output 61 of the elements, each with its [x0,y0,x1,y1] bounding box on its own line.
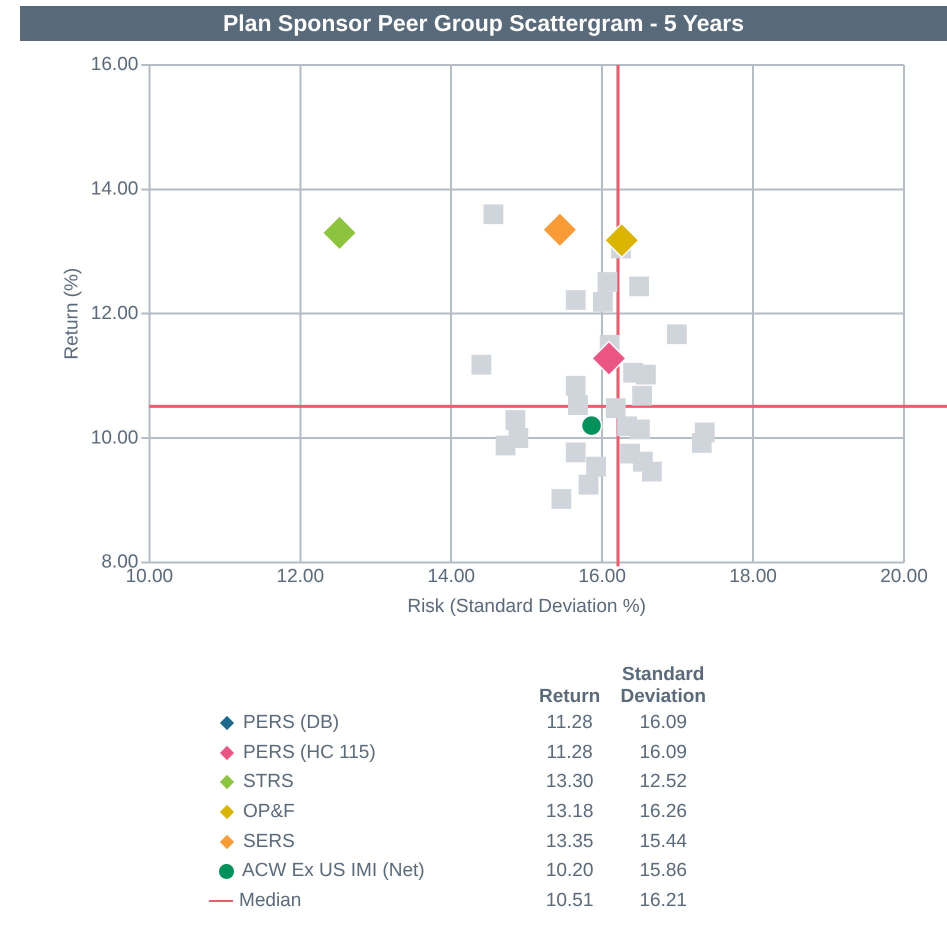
text: Return [538,685,602,708]
text: 15.86 [638,859,688,884]
legend-label: OP&F [242,800,296,824]
point [606,398,626,418]
point [598,272,618,292]
point [566,290,586,310]
point [484,204,504,224]
text: 16.21 [638,888,688,913]
x-tick-label: 20.00 [880,566,928,588]
y-tick-label: 14.00 [90,178,138,200]
text: 16.26 [638,800,688,824]
point [496,436,516,456]
point [591,340,627,376]
text: 16.09 [638,710,688,735]
y-axis-title: Return (%) [62,268,83,360]
legend-label: ACW Ex US IMI (Net) [241,859,426,884]
point [322,215,358,251]
point [642,462,662,482]
point [604,222,640,258]
point [542,212,578,248]
text: 13.18 [544,800,594,824]
text: 10.51 [544,888,594,913]
x-tick-label: 14.00 [427,566,475,588]
legend-label: Median [238,888,302,913]
legend-label: PERS (HC 115) [242,740,377,765]
x-axis-title: Risk (Standard Deviation %) [407,596,646,617]
point [566,442,586,462]
text: Standard Deviation [619,664,707,708]
point [629,276,650,296]
point [566,376,586,396]
point [692,433,712,453]
y-tick-label: 16.00 [90,54,138,76]
point [578,474,598,495]
x-tick-label: 16.00 [578,566,626,588]
text: 10.20 [544,859,594,884]
legend-label: PERS (DB) [242,710,340,735]
x-tick-label: 18.00 [729,566,777,588]
point [630,419,650,440]
text: 16.09 [638,740,688,765]
x-tick-label: 12.00 [276,566,324,588]
point [505,410,526,430]
point [636,364,656,385]
point [592,292,613,312]
point [666,324,687,344]
point [568,395,588,415]
point [632,386,652,406]
text: 11.28 [546,740,594,765]
text: 11.28 [546,710,594,735]
point [551,489,572,509]
chart-title: Plan Sponsor Peer Group Scattergram - 5 Years [20,6,947,41]
y-tick-label: 12.00 [90,302,138,324]
point [580,414,602,436]
y-tick-label: 10.00 [90,427,138,448]
text: 13.30 [544,770,594,794]
text: 13.35 [544,830,594,854]
legend-label: STRS [242,770,295,794]
text: 15.44 [638,830,688,854]
text: 12.52 [638,770,688,794]
point [471,354,492,375]
point [586,456,606,477]
legend-label: SERS [242,830,296,854]
